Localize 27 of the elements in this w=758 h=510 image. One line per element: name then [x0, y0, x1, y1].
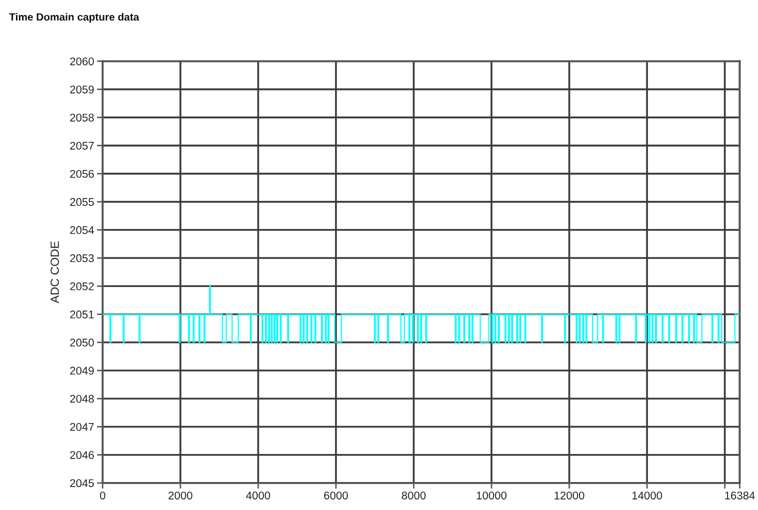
y-tick-label: 2053 — [70, 254, 94, 262]
y-tick-label: 2046 — [70, 451, 94, 459]
y-tick-label: 2052 — [70, 282, 94, 290]
y-tick-label: 2045 — [70, 479, 94, 488]
y-axis-title: ADC CODE — [50, 241, 59, 304]
x-tick-label: 2000 — [168, 492, 192, 500]
x-tick-label: 6000 — [324, 492, 348, 500]
y-tick-label: 2055 — [70, 198, 94, 206]
x-tick-label: 0 — [100, 492, 106, 500]
y-tick-label: 2060 — [70, 57, 94, 66]
x-tick-label: 8000 — [402, 492, 426, 500]
y-tick-label: 2059 — [70, 86, 94, 94]
x-tick-label: 16384 — [725, 492, 755, 500]
y-tick-label: 2049 — [70, 366, 94, 375]
chart-title: Time Domain capture data — [9, 12, 140, 23]
y-tick-label: 2051 — [70, 310, 94, 318]
x-tick-label: 4000 — [246, 492, 270, 500]
y-tick-label: 2050 — [70, 338, 94, 347]
y-tick-label: 2054 — [70, 226, 94, 234]
y-tick-label: 2058 — [70, 114, 94, 122]
y-tick-label: 2057 — [70, 142, 94, 150]
y-tick-label: 2048 — [70, 394, 94, 403]
x-tick-label: 14000 — [632, 492, 662, 500]
x-tick-label: 10000 — [476, 492, 507, 500]
x-tick-label: 12000 — [554, 492, 584, 500]
y-tick-label: 2047 — [70, 423, 94, 431]
y-tick-label: 2056 — [70, 170, 94, 178]
